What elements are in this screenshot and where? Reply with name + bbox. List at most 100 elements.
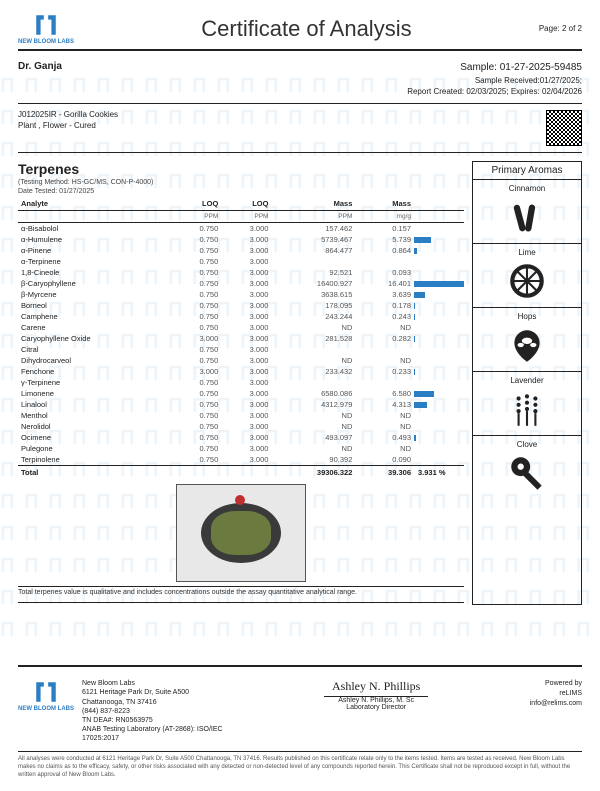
cell-mg: 0.282: [355, 333, 414, 344]
cell-loq2: 3.000: [221, 410, 271, 421]
aroma-label: Cinnamon: [477, 184, 577, 193]
cell-loq2: 3.000: [221, 311, 271, 322]
cell-bar: [414, 432, 464, 443]
table-row: Camphene0.7503.000243.2440.243: [18, 311, 464, 322]
cell-loq1: 0.750: [171, 322, 221, 333]
table-row: α-Pinene0.7503.000864.4770.864: [18, 245, 464, 256]
cell-bar: [414, 454, 464, 466]
table-row: Carene0.7503.000NDND: [18, 322, 464, 333]
cell-ppm: 3638.615: [271, 289, 355, 300]
cell-analyte: Menthol: [18, 410, 171, 421]
cell-loq2: 3.000: [221, 223, 271, 235]
cell-bar: [414, 300, 464, 311]
cell-mg: 3.639: [355, 289, 414, 300]
cell-mg: 0.243: [355, 311, 414, 322]
aroma-item: Lime: [473, 243, 581, 307]
header: NEW BLOOM LABS Certificate of Analysis P…: [18, 12, 582, 45]
table-row: Menthol0.7503.000NDND: [18, 410, 464, 421]
cell-loq1: 0.750: [171, 388, 221, 399]
cell-loq2: 3.000: [221, 377, 271, 388]
client-name: Dr. Ganja: [18, 61, 62, 97]
cell-mg: ND: [355, 355, 414, 366]
cell-ppm: 233.432: [271, 366, 355, 377]
cell-mg: 4.313: [355, 399, 414, 410]
cell-analyte: β-Myrcene: [18, 289, 171, 300]
cell-analyte: γ-Terpinene: [18, 377, 171, 388]
cell-analyte: 1,8-Cineole: [18, 267, 171, 278]
divider: [18, 665, 582, 667]
cell-loq1: 0.750: [171, 245, 221, 256]
cell-loq1: 0.750: [171, 432, 221, 443]
cell-analyte: Borneol: [18, 300, 171, 311]
cell-loq1: 0.750: [171, 256, 221, 267]
cell-bar: [414, 267, 464, 278]
terpenes-note: Total terpenes value is qualitative and …: [18, 589, 464, 596]
table-row: Pulegone0.7503.000NDND: [18, 443, 464, 454]
divider: [18, 751, 582, 752]
cell-mg: 0.157: [355, 223, 414, 235]
cell-bar: [414, 289, 464, 300]
cell-bar: [414, 344, 464, 355]
table-row: β-Caryophyllene0.7503.00016400.92716.401: [18, 278, 464, 289]
table-total-row: Total39306.32239.3063.931 %: [18, 466, 464, 479]
cell-analyte: Camphene: [18, 311, 171, 322]
footer-powered: Powered by reLIMS info@relims.com: [530, 679, 582, 708]
footer-logo: NEW BLOOM LABS: [18, 679, 74, 712]
cell-ppm: 5739.467: [271, 234, 355, 245]
cell-loq1: 0.750: [171, 289, 221, 300]
aroma-label: Lime: [477, 248, 577, 257]
cell-bar: [414, 223, 464, 235]
table-row: Borneol0.7503.000178.0950.178: [18, 300, 464, 311]
cell-loq2: 3.000: [221, 322, 271, 333]
cell-mg: 16.401: [355, 278, 414, 289]
table-row: Caryophyllene Oxide3.0003.000281.5280.28…: [18, 333, 464, 344]
doc-title: Certificate of Analysis: [74, 16, 539, 42]
cell-ppm: 243.244: [271, 311, 355, 322]
cell-mg: 5.739: [355, 234, 414, 245]
cell-analyte: α-Terpinene: [18, 256, 171, 267]
col-loq2: LOQ: [221, 197, 271, 211]
cell-bar: [414, 234, 464, 245]
aroma-item: Lavender: [473, 371, 581, 435]
cell-ppm: [271, 377, 355, 388]
terpenes-table: Analyte LOQ LOQ Mass Mass PPM PPM PPM: [18, 197, 464, 478]
col-loq1: LOQ: [171, 197, 221, 211]
cell-loq2: 3.000: [221, 300, 271, 311]
cell-mg: 0.093: [355, 267, 414, 278]
aroma-item: Cinnamon: [473, 179, 581, 243]
col-bar: [414, 197, 464, 211]
cell-analyte: Nerolidol: [18, 421, 171, 432]
cell-loq1: 0.750: [171, 267, 221, 278]
footer: NEW BLOOM LABS New Bloom Labs6121 Herita…: [18, 673, 582, 749]
cell-bar: [414, 256, 464, 267]
cell-mg: 0.493: [355, 432, 414, 443]
cell-mg: [355, 344, 414, 355]
cell-ppm: 16400.927: [271, 278, 355, 289]
cell-loq1: 0.750: [171, 399, 221, 410]
footer-signature: Ashley N. Phillips Ashley N. Phillips, M…: [324, 679, 428, 711]
cell-ppm: ND: [271, 443, 355, 454]
table-row: Nerolidol0.7503.000NDND: [18, 421, 464, 432]
aroma-label: Hops: [477, 312, 577, 321]
clove-icon: [477, 451, 577, 495]
cell-loq1: 0.750: [171, 344, 221, 355]
cell-loq1: 0.750: [171, 454, 221, 466]
col-analyte: Analyte: [18, 197, 171, 211]
cell-loq2: 3.000: [221, 421, 271, 432]
table-header-row: Analyte LOQ LOQ Mass Mass: [18, 197, 464, 211]
cell-loq1: 0.750: [171, 234, 221, 245]
table-row: Dihydrocarveol0.7503.000NDND: [18, 355, 464, 366]
cell-loq1: 0.750: [171, 421, 221, 432]
table-row: Limonene0.7503.0006580.0866.580: [18, 388, 464, 399]
cell-ppm: ND: [271, 410, 355, 421]
cell-bar: [414, 410, 464, 421]
cell-mg: 6.580: [355, 388, 414, 399]
qr-code-icon: [546, 110, 582, 146]
cell-mg: 0.178: [355, 300, 414, 311]
footer-address: New Bloom Labs6121 Heritage Park Dr, Sui…: [82, 679, 223, 743]
cell-loq2: 3.000: [221, 245, 271, 256]
cell-loq1: 0.750: [171, 300, 221, 311]
terpenes-tested: Date Tested: 01/27/2025: [18, 188, 464, 195]
cell-ppm: 493.097: [271, 432, 355, 443]
cell-analyte: β-Caryophyllene: [18, 278, 171, 289]
